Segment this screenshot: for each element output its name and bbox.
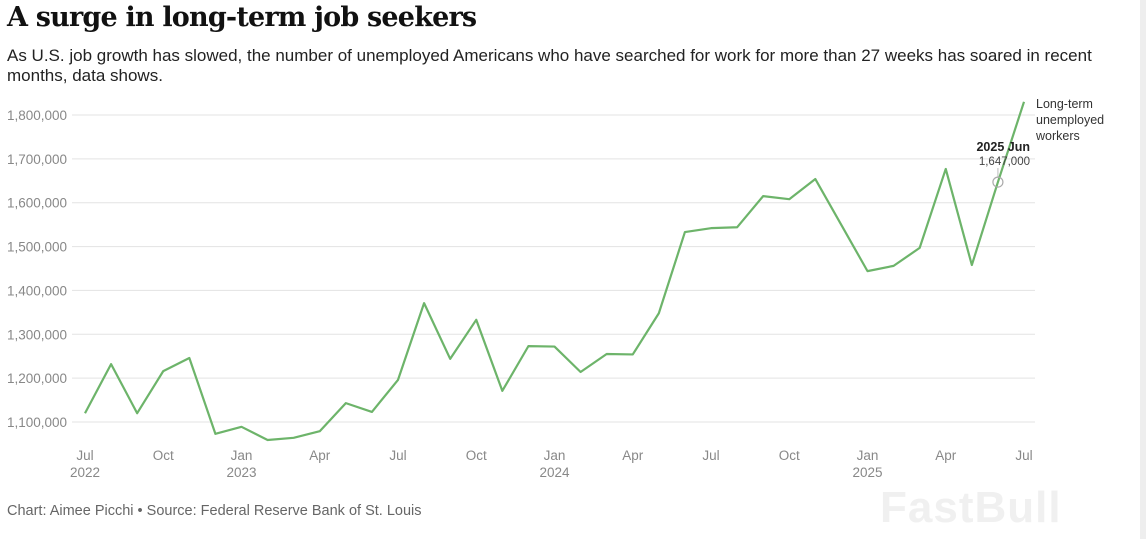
x-tick-label: Jul: [702, 448, 719, 463]
x-tick-label: Jan: [544, 448, 566, 463]
series-label: workers: [1035, 129, 1080, 143]
x-tick-label: Apr: [622, 448, 644, 463]
chart-subtitle: As U.S. job growth has slowed, the numbe…: [7, 46, 1092, 85]
x-tick-label: Apr: [935, 448, 957, 463]
chart-source: Chart: Aimee Picchi • Source: Federal Re…: [7, 503, 422, 519]
y-tick-label: 1,700,000: [7, 152, 67, 167]
watermark: FastBull: [880, 483, 1062, 532]
annotation-value: 1,647,000: [979, 156, 1030, 168]
y-tick-label: 1,400,000: [7, 283, 67, 298]
y-tick-label: 1,300,000: [7, 327, 67, 342]
x-tick-year: 2025: [852, 465, 882, 480]
chart-title: A surge in long-term job seekers: [7, 2, 477, 33]
x-tick-year: 2023: [226, 465, 256, 480]
x-tick-label: Jul: [76, 448, 93, 463]
x-tick-label: Oct: [466, 448, 487, 463]
x-tick-label: Apr: [309, 448, 331, 463]
series-label: Long-term: [1036, 97, 1093, 111]
x-tick-label: Oct: [153, 448, 174, 463]
y-tick-label: 1,800,000: [7, 108, 67, 123]
x-tick-label: Jul: [389, 448, 406, 463]
x-tick-year: 2024: [539, 465, 570, 480]
y-tick-label: 1,200,000: [7, 371, 67, 386]
annotation-title: 2025 Jun: [976, 140, 1030, 154]
series-label: unemployed: [1036, 113, 1104, 127]
y-tick-label: 1,100,000: [7, 415, 67, 430]
y-tick-label: 1,500,000: [7, 240, 67, 255]
x-tick-label: Oct: [779, 448, 800, 463]
y-tick-label: 1,600,000: [7, 196, 67, 211]
right-edge-strip: [1140, 0, 1146, 539]
x-tick-year: 2022: [70, 465, 100, 480]
x-tick-label: Jan: [857, 448, 879, 463]
x-tick-label: Jul: [1015, 448, 1032, 463]
x-tick-label: Jan: [231, 448, 253, 463]
series-line: [84, 101, 1026, 442]
annotation-marker: [992, 176, 1004, 188]
